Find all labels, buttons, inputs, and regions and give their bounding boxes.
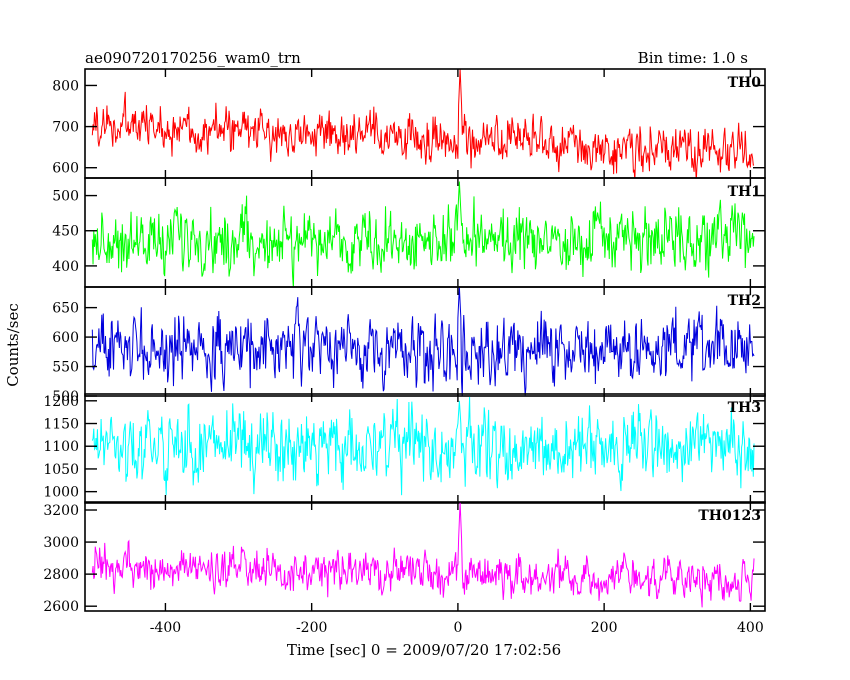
y-tick-label: 550 bbox=[52, 360, 79, 376]
x-tick-label: 0 bbox=[453, 620, 462, 636]
y-tick-label: 3200 bbox=[43, 503, 79, 519]
y-tick-label: 400 bbox=[52, 259, 79, 275]
y-tick-label: 600 bbox=[52, 330, 79, 346]
y-tick-label: 1000 bbox=[43, 485, 79, 501]
y-tick-label: 2800 bbox=[43, 567, 79, 583]
x-tick-label: -400 bbox=[150, 620, 181, 636]
panel-th1: 400 450 500 TH1 bbox=[52, 177, 766, 288]
y-tick-label: 1100 bbox=[43, 439, 79, 455]
panel-th0: 600 700 800 TH0 bbox=[52, 68, 766, 179]
series-line-th0123 bbox=[91, 502, 755, 608]
y-tick-label: 3000 bbox=[43, 535, 79, 551]
y-tick-label: 700 bbox=[52, 120, 79, 136]
panel-name-label: TH0 bbox=[728, 75, 762, 91]
y-tick-label: 1150 bbox=[43, 417, 79, 433]
panel-frame bbox=[84, 501, 766, 612]
x-axis: -400 -200 0 200 400 bbox=[150, 620, 764, 636]
y-tick-label: 500 bbox=[52, 189, 79, 205]
y-tick-label: 1200 bbox=[43, 394, 79, 410]
bin-time-label: Bin time: 1.0 s bbox=[638, 49, 748, 67]
x-tick-label: 200 bbox=[591, 620, 618, 636]
panel-name-label: TH3 bbox=[728, 400, 761, 416]
panels-group: 600 700 800 TH0 400 450 500 TH1 500 550 600 650 TH2 1… bbox=[43, 68, 766, 615]
plot-title: ae090720170256_wam0_trn bbox=[85, 49, 301, 67]
y-tick-label: 500 bbox=[52, 389, 79, 405]
y-tick-label: 800 bbox=[52, 78, 79, 94]
series-line-th0 bbox=[91, 69, 755, 178]
panel-th2: 500 550 600 650 TH2 bbox=[52, 286, 766, 405]
series-line-th3 bbox=[91, 396, 755, 496]
panel-th3: 1000 1050 1100 1150 1200 TH3 bbox=[43, 393, 766, 504]
x-axis-label: Time [sec] 0 = 2009/07/20 17:02:56 bbox=[287, 641, 561, 659]
y-tick-label: 1050 bbox=[43, 462, 79, 478]
y-axis-label: Counts/sec bbox=[4, 303, 22, 387]
y-tick-label: 650 bbox=[52, 301, 79, 317]
panel-name-label: TH2 bbox=[728, 293, 761, 309]
y-tick-label: 2600 bbox=[43, 599, 79, 615]
y-tick-label: 600 bbox=[52, 161, 79, 177]
panel-name-label: TH0123 bbox=[698, 508, 761, 524]
y-tick-label: 450 bbox=[52, 224, 79, 240]
panel-th0123: 2600 2800 3000 3200 TH0123 bbox=[43, 501, 766, 615]
x-tick-label: 400 bbox=[737, 620, 764, 636]
panel-frame bbox=[84, 393, 766, 504]
x-tick-label: -200 bbox=[296, 620, 327, 636]
panel-name-label: TH1 bbox=[728, 184, 761, 200]
series-line-th1 bbox=[91, 181, 755, 287]
panel-frame bbox=[84, 286, 766, 397]
series-line-th2 bbox=[91, 287, 755, 396]
